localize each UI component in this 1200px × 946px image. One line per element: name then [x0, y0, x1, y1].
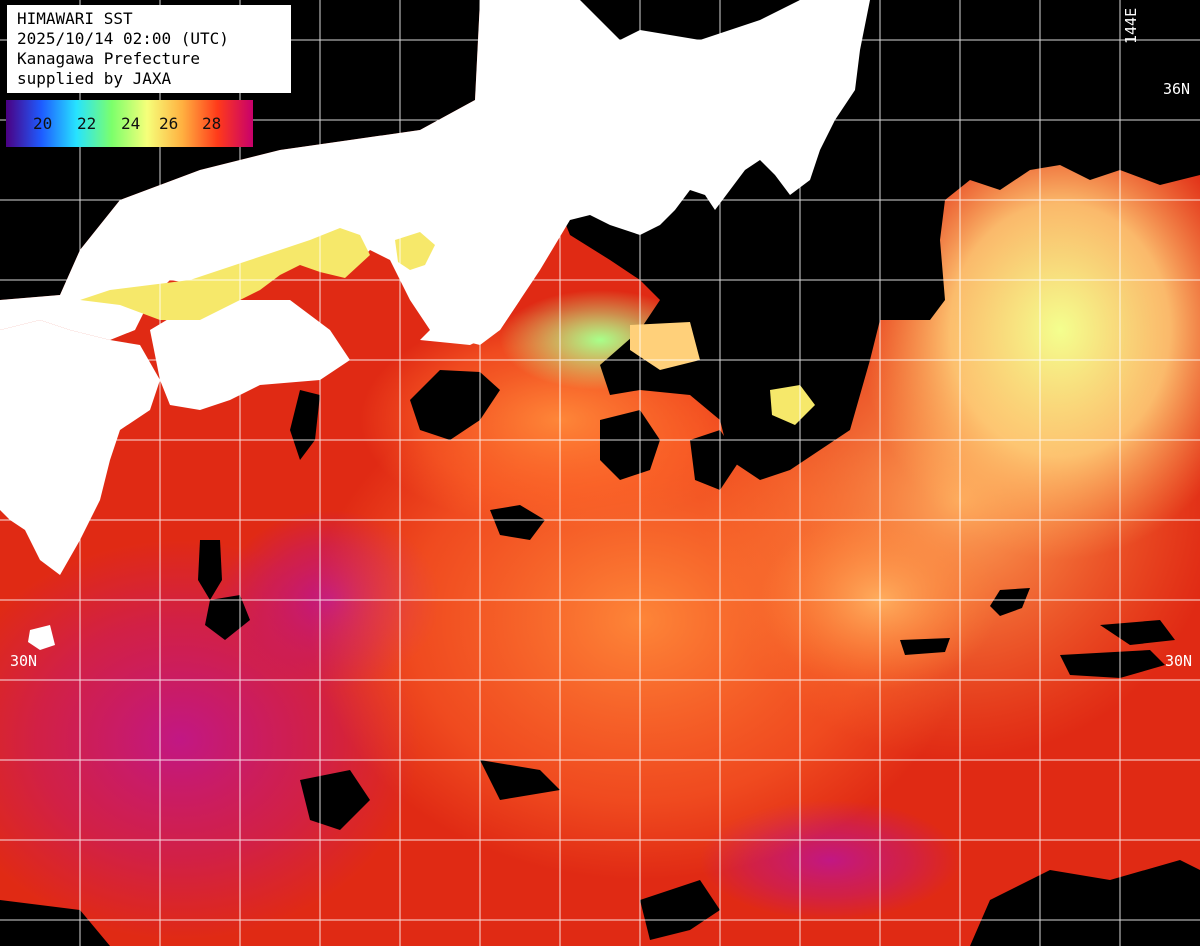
legend-tick: 26 [159, 114, 179, 133]
lon-label-136e: 136E [482, 7, 500, 44]
island [28, 625, 55, 650]
honshu-land [0, 0, 870, 345]
kii-land [420, 255, 530, 345]
title-box: HIMAWARI SST 2025/10/14 02:00 (UTC) Kana… [7, 5, 291, 93]
legend-colorbar [6, 100, 253, 147]
region-line: Kanagawa Prefecture [17, 49, 201, 68]
legend-tick: 20 [33, 114, 53, 133]
credit-line: supplied by JAXA [17, 69, 172, 88]
datetime-line: 2025/10/14 02:00 (UTC) [17, 29, 229, 48]
legend-tick: 22 [77, 114, 97, 133]
legend-tick: 24 [121, 114, 141, 133]
lon-label-144e: 144E [1122, 7, 1140, 44]
lat-label-30n-right: 30N [1165, 652, 1193, 670]
color-legend: 20 22 24 26 28 [6, 100, 253, 147]
island [8, 378, 30, 400]
title-line: HIMAWARI SST [17, 9, 133, 28]
legend-tick: 28 [202, 114, 222, 133]
lat-label-36n: 36N [1163, 80, 1191, 98]
coastal-cool-water [80, 228, 815, 425]
sea-cool-patch [860, 100, 1200, 560]
lat-label-30n-left: 30N [10, 652, 38, 670]
shikoku-land [150, 300, 350, 410]
